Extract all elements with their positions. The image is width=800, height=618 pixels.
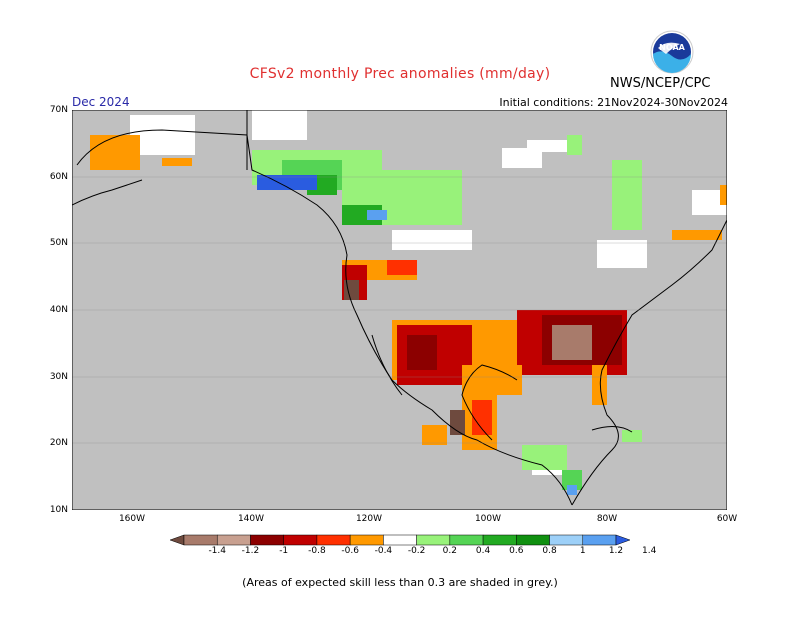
colorbar-box <box>316 534 351 546</box>
org-label: NWS/NCEP/CPC <box>610 76 711 91</box>
colorbar-label: 1 <box>579 546 586 556</box>
colorbar-label: 1.2 <box>608 546 624 556</box>
colorbar-low-triangle <box>170 534 185 546</box>
lat-label: 10N <box>49 505 68 515</box>
map-gridlines <box>72 176 727 444</box>
colorbar-label: -0.4 <box>374 546 393 556</box>
forecast-month: Dec 2024 <box>72 95 130 109</box>
negative-anomalies <box>90 135 727 450</box>
chart-title: CFSv2 monthly Prec anomalies (mm/day) <box>249 66 551 82</box>
anomaly-map <box>72 110 727 510</box>
coastline <box>72 110 727 506</box>
colorbar <box>170 534 630 546</box>
colorbar-label: 1.4 <box>642 546 657 556</box>
lon-label: 140W <box>237 514 265 524</box>
lon-label: 60W <box>716 514 738 524</box>
colorbar-label: 0.2 <box>442 546 457 556</box>
initial-conditions: Initial conditions: 21Nov2024-30Nov2024 <box>499 96 728 109</box>
colorbar-box <box>183 534 218 546</box>
colorbar-box <box>250 534 284 546</box>
colorbar-label: -1.4 <box>208 546 226 556</box>
colorbar-label: -0.6 <box>341 546 359 556</box>
lat-label: 70N <box>49 105 68 115</box>
colorbar-label: -1 <box>279 546 289 556</box>
colorbar-label: 0.4 <box>475 546 491 556</box>
colorbar-box <box>283 534 318 546</box>
colorbar-box <box>482 534 517 546</box>
lat-label: 20N <box>49 438 68 448</box>
svg-text:NOAA: NOAA <box>659 43 685 52</box>
positive-anomalies <box>252 135 642 495</box>
colorbar-label: 0.8 <box>542 546 557 556</box>
colorbar-label: -0.8 <box>308 546 326 556</box>
colorbar-box <box>383 534 417 546</box>
colorbar-label: 0.6 <box>509 546 524 556</box>
lon-label: 160W <box>118 514 146 524</box>
colorbar-box <box>416 534 451 546</box>
colorbar-label: -1.2 <box>241 546 260 556</box>
colorbar-box <box>516 534 550 546</box>
lat-label: 60N <box>49 172 68 182</box>
skill-note: (Areas of expected skill less than 0.3 a… <box>242 576 558 589</box>
lat-label: 30N <box>49 372 68 382</box>
lon-label: 120W <box>355 514 383 524</box>
colorbar-box <box>449 534 484 546</box>
lon-label: 80W <box>596 514 618 524</box>
colorbar-box <box>549 534 584 546</box>
colorbar-box <box>216 534 251 546</box>
colorbar-box <box>349 534 384 546</box>
colorbar-high-triangle <box>615 534 630 546</box>
noaa-logo: NOAA <box>650 30 694 74</box>
lat-label: 50N <box>49 238 68 248</box>
colorbar-label: -0.2 <box>407 546 426 556</box>
lat-label: 40N <box>49 305 68 315</box>
lon-label: 100W <box>474 514 502 524</box>
colorbar-box <box>582 534 617 546</box>
